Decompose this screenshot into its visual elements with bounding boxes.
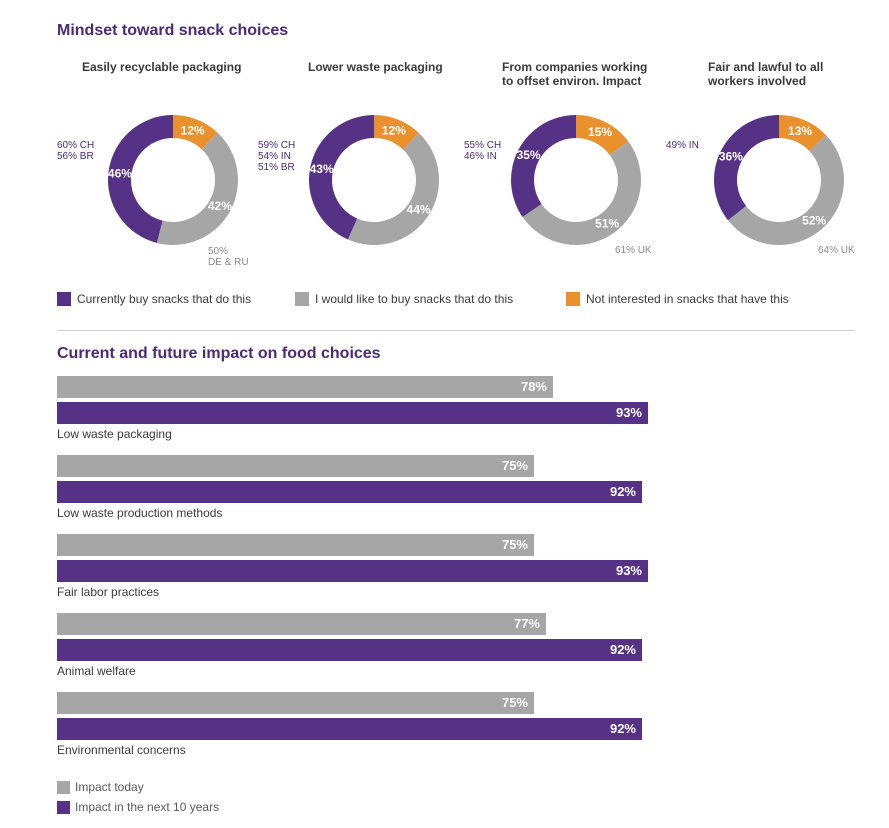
donut-callout-gray: 50% DE & RU	[208, 246, 249, 268]
bar-impact-today: 77%	[57, 613, 546, 635]
legend-swatch-future	[57, 800, 70, 814]
bar-value-label: 92%	[609, 721, 636, 736]
donut-slice-label: 46%	[108, 166, 132, 180]
legend-label-would-like: I would like to buy snacks that do this	[315, 292, 514, 306]
donut-section-title: Mindset toward snack choices	[57, 22, 289, 39]
donut-slice-not-interested	[374, 115, 419, 150]
donut-title: Fair and lawful to all workers involved	[708, 60, 824, 88]
donut-slice-label: 51%	[595, 216, 619, 230]
legend-item-current: Currently buy snacks that do this	[57, 292, 251, 306]
legend-item-impact-today: Impact today	[57, 780, 144, 794]
donut-callout-purple: 59% CH 54% IN 51% BR	[258, 140, 296, 173]
donut-slice-label: 36%	[719, 150, 743, 164]
donut-slice-label: 15%	[588, 125, 612, 139]
bar-value-label: 77%	[513, 616, 540, 631]
donut-slice-label: 35%	[517, 148, 541, 162]
donut-slice-label: 43%	[310, 162, 334, 176]
bar-impact-future: 93%	[57, 402, 648, 424]
bar-impact-today: 75%	[57, 692, 534, 714]
legend-label-not-interested: Not interested in snacks that have this	[586, 292, 789, 306]
bar-value-label: 92%	[609, 642, 636, 657]
donut-title: Lower waste packaging	[308, 60, 443, 74]
legend-item-impact-future: Impact in the next 10 years	[57, 800, 219, 814]
bar-category-label: Animal welfare	[57, 664, 136, 678]
legend-swatch-today	[57, 780, 70, 794]
legend-swatch-gray	[295, 292, 309, 306]
bar-category-label: Low waste production methods	[57, 506, 223, 520]
donut-chart: 13% 52% 36%	[714, 115, 844, 246]
donut-callout-gray: 64% UK	[818, 245, 855, 256]
donut-slice-would-like	[156, 132, 238, 245]
donut-slice-label: 12%	[382, 123, 406, 137]
bar-impact-future: 92%	[57, 639, 642, 661]
donut-slice-would-like	[347, 132, 439, 246]
donut-callout-purple: 60% CH 56% BR	[57, 140, 95, 162]
legend-swatch-orange	[566, 292, 580, 306]
legend-swatch-purple	[57, 292, 71, 306]
donut-slice-not-interested	[576, 115, 629, 155]
donut-slice-not-interested	[779, 115, 827, 152]
donut-callout-purple: 49% IN	[666, 140, 699, 151]
bar-category-label: Environmental concerns	[57, 743, 186, 757]
bar-impact-future: 92%	[57, 718, 642, 740]
bar-impact-today: 75%	[57, 455, 534, 477]
bar-value-label: 78%	[520, 379, 547, 394]
donut-chart: 12% 42% 46%	[108, 115, 238, 245]
donut-slice-current	[511, 115, 576, 218]
legend-label-current: Currently buy snacks that do this	[77, 292, 252, 306]
donut-slice-not-interested	[173, 115, 218, 150]
donut-slice-current	[107, 115, 173, 243]
donut-slice-current	[714, 115, 779, 221]
legend-item-not-interested: Not interested in snacks that have this	[566, 292, 789, 306]
legend-label-today: Impact today	[75, 780, 144, 794]
donut-slice-label: 13%	[788, 124, 812, 138]
donut-callout-gray: 61% UK	[615, 245, 652, 256]
bar-category-label: Low waste packaging	[57, 427, 172, 441]
donut-slice-label: 44%	[407, 203, 431, 217]
donut-chart: 15% 51% 35%	[511, 115, 641, 245]
bar-impact-today: 78%	[57, 376, 553, 398]
legend-label-future: Impact in the next 10 years	[75, 800, 220, 814]
donut-legend: Currently buy snacks that do this I woul…	[57, 292, 857, 312]
donut-slice-current	[308, 115, 374, 240]
bar-section-title: Current and future impact on food choice…	[57, 345, 381, 362]
bar-value-label: 93%	[615, 405, 642, 420]
bar-value-label: 75%	[501, 695, 528, 710]
donut-slice-label: 52%	[802, 213, 826, 227]
legend-item-would-like: I would like to buy snacks that do this	[295, 292, 513, 306]
donut-title: Easily recyclable packaging	[82, 60, 242, 74]
donut-title: From companies working to offset environ.…	[502, 60, 648, 88]
donut-slice-label: 12%	[181, 123, 205, 137]
donut-callout-purple: 55% CH 46% IN	[464, 140, 502, 162]
bar-impact-future: 93%	[57, 560, 648, 582]
donut-slice-label: 42%	[208, 199, 232, 213]
donut-slice-would-like	[522, 141, 641, 245]
bar-impact-future: 92%	[57, 481, 642, 503]
bar-value-label: 75%	[501, 537, 528, 552]
donut-chart: 12% 44% 43%	[308, 115, 439, 246]
bar-value-label: 93%	[615, 563, 642, 578]
bar-value-label: 75%	[501, 458, 528, 473]
donut-slice-would-like	[728, 135, 844, 246]
bar-impact-today: 75%	[57, 534, 534, 556]
bar-category-label: Fair labor practices	[57, 585, 160, 599]
section-divider	[57, 330, 855, 331]
bar-value-label: 92%	[609, 484, 636, 499]
